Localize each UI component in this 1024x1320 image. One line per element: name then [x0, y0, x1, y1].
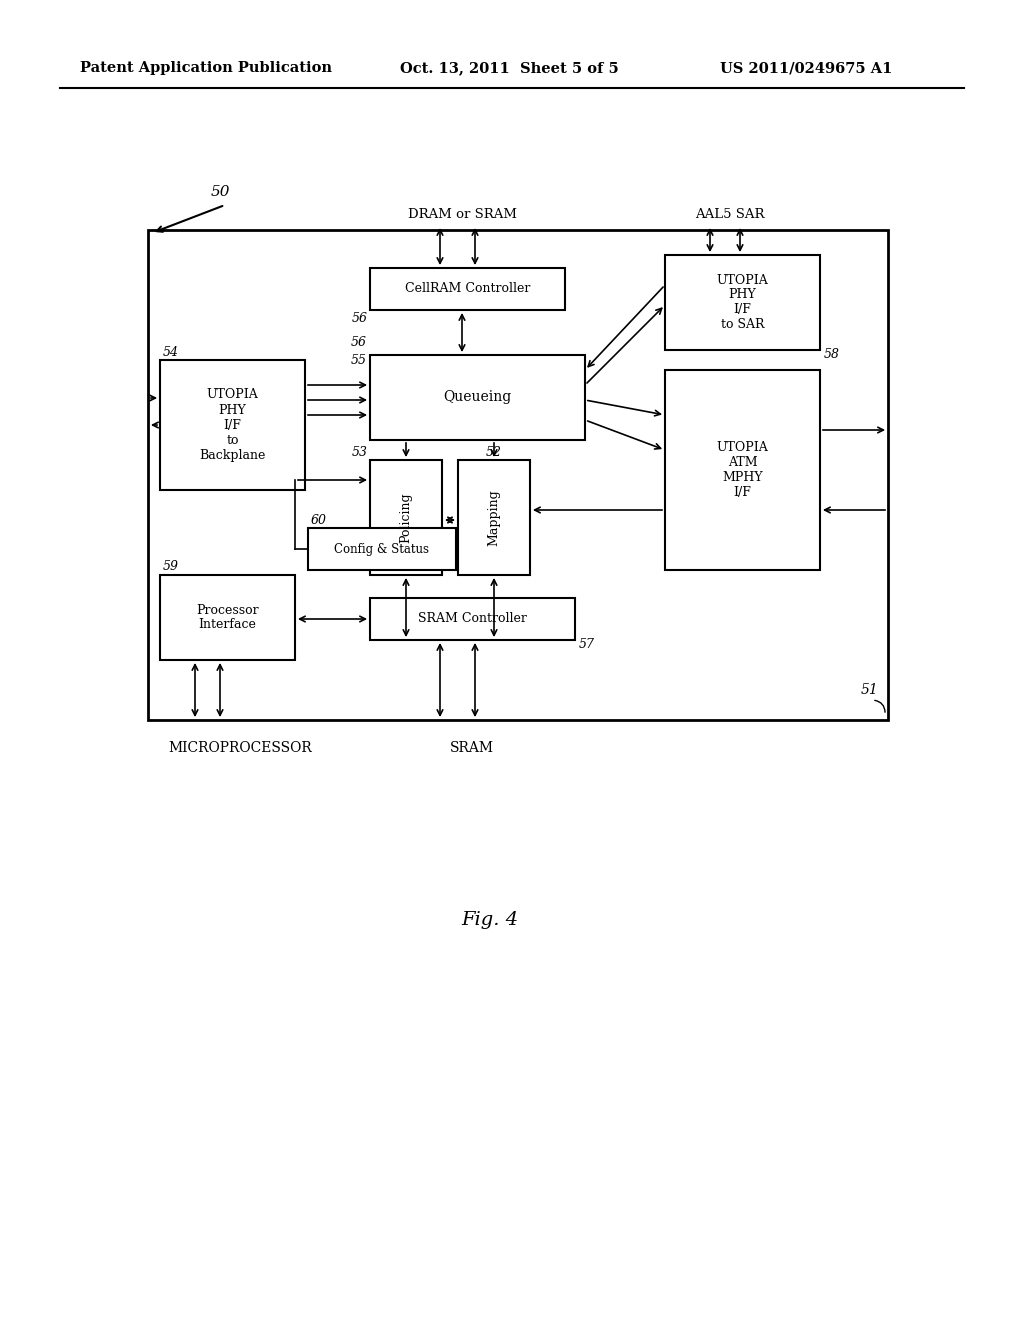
Text: 52: 52 — [486, 446, 502, 458]
Text: UTOPIA
ATM
MPHY
I/F: UTOPIA ATM MPHY I/F — [717, 441, 768, 499]
Text: 53: 53 — [352, 446, 368, 458]
Text: 58: 58 — [824, 348, 840, 362]
Text: Config & Status: Config & Status — [335, 543, 429, 556]
Text: 60: 60 — [311, 513, 327, 527]
Bar — [370, 598, 575, 640]
Text: 59: 59 — [163, 561, 179, 573]
Bar — [370, 459, 442, 576]
Text: Policing: Policing — [399, 492, 413, 543]
Bar — [370, 355, 585, 440]
Bar — [160, 576, 295, 660]
Text: Patent Application Publication: Patent Application Publication — [80, 61, 332, 75]
Text: DRAM or SRAM: DRAM or SRAM — [408, 209, 516, 222]
Text: CellRAM Controller: CellRAM Controller — [404, 282, 530, 296]
Text: AAL5 SAR: AAL5 SAR — [695, 209, 765, 222]
Text: 56: 56 — [352, 312, 368, 325]
Text: Mapping: Mapping — [487, 490, 501, 546]
Text: 54: 54 — [163, 346, 179, 359]
Text: SRAM Controller: SRAM Controller — [418, 612, 527, 626]
Text: 50: 50 — [210, 185, 229, 199]
Text: 55: 55 — [351, 354, 367, 367]
Text: Queueing: Queueing — [443, 391, 512, 404]
Text: Fig. 4: Fig. 4 — [462, 911, 518, 929]
Text: MICROPROCESSOR: MICROPROCESSOR — [168, 741, 312, 755]
Bar — [370, 268, 565, 310]
Text: SRAM: SRAM — [450, 741, 494, 755]
Text: Oct. 13, 2011  Sheet 5 of 5: Oct. 13, 2011 Sheet 5 of 5 — [400, 61, 618, 75]
Bar — [160, 360, 305, 490]
Bar — [458, 459, 530, 576]
Text: UTOPIA
PHY
I/F
to SAR: UTOPIA PHY I/F to SAR — [717, 273, 768, 331]
Bar — [665, 255, 820, 350]
Text: 57: 57 — [579, 639, 595, 652]
Text: Processor
Interface: Processor Interface — [197, 603, 259, 631]
Text: 56: 56 — [351, 337, 367, 350]
Text: US 2011/0249675 A1: US 2011/0249675 A1 — [720, 61, 892, 75]
Text: UTOPIA
PHY
I/F
to
Backplane: UTOPIA PHY I/F to Backplane — [200, 388, 265, 462]
Bar — [148, 230, 888, 719]
Bar — [308, 528, 456, 570]
Bar — [665, 370, 820, 570]
Text: 51: 51 — [861, 682, 879, 697]
